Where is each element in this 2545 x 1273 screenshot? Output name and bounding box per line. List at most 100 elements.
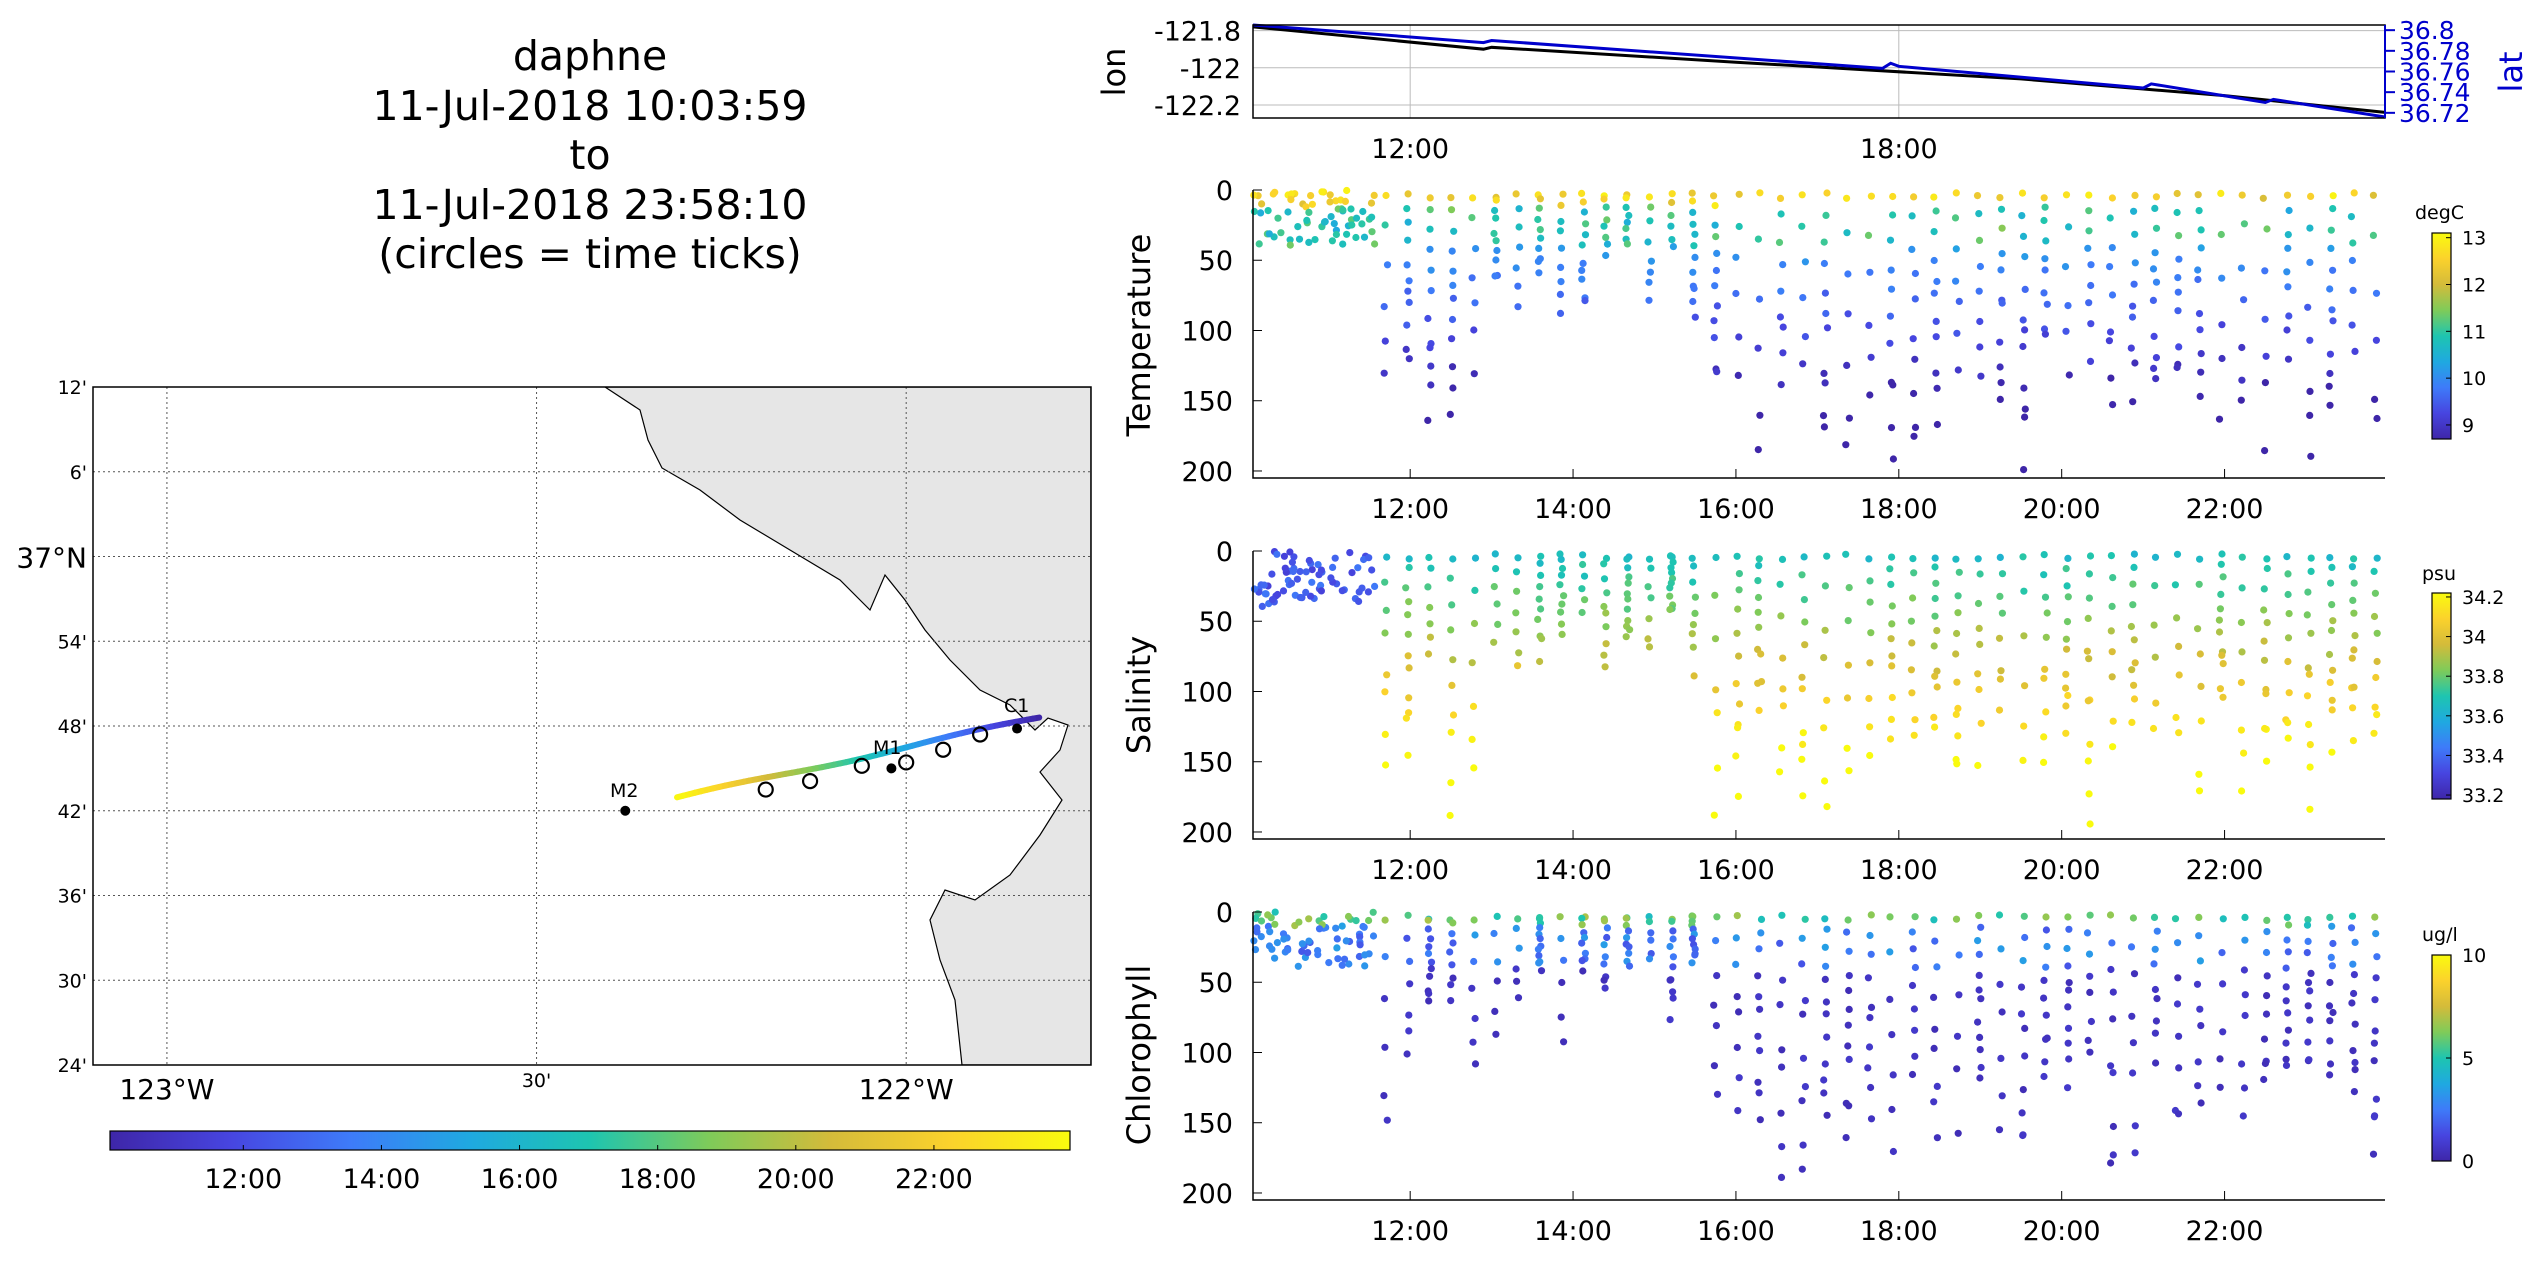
data-point — [2042, 926, 2050, 934]
time-tick-circle — [972, 726, 989, 743]
data-point — [1537, 234, 1545, 242]
data-point — [1975, 624, 1983, 633]
data-point — [2021, 285, 2029, 293]
data-point — [1426, 972, 1434, 980]
data-point — [1974, 670, 1982, 678]
data-point — [1449, 919, 1457, 927]
data-point — [1558, 630, 1566, 639]
data-point — [2217, 560, 2225, 568]
data-point — [1535, 952, 1543, 960]
x-tick-label: 22:00 — [2186, 1216, 2264, 1247]
data-point — [2041, 330, 2049, 338]
data-point — [2086, 740, 2094, 748]
data-point — [2129, 914, 2137, 922]
data-point — [2084, 757, 2092, 765]
data-point — [1757, 915, 1766, 924]
data-point — [1823, 803, 1831, 811]
data-point — [2041, 255, 2049, 263]
data-point — [1293, 575, 1301, 583]
data-point — [2061, 263, 2070, 271]
data-point — [1447, 779, 1455, 787]
x-tick-label: 16:00 — [1697, 494, 1775, 525]
data-point — [1910, 731, 1918, 739]
data-point — [1645, 296, 1653, 304]
data-point — [1757, 929, 1765, 937]
data-point — [1801, 1083, 1809, 1091]
data-point — [2285, 206, 2293, 215]
data-point — [1580, 572, 1589, 580]
data-point — [2219, 915, 2227, 923]
data-point — [2105, 337, 2113, 345]
data-point — [1536, 935, 1544, 943]
data-point — [2284, 657, 2292, 666]
data-point — [1798, 191, 1806, 199]
data-point — [1359, 922, 1367, 931]
data-point — [1995, 911, 2004, 919]
data-point — [2307, 629, 2315, 637]
data-point — [1327, 213, 1335, 221]
data-point — [1974, 761, 1982, 770]
data-point — [2197, 682, 2205, 691]
data-point — [1952, 245, 1960, 253]
data-point — [1843, 744, 1851, 752]
data-point — [2063, 582, 2071, 590]
data-point — [1954, 732, 1962, 740]
data-point — [1449, 939, 1457, 947]
colorbar-tick-label: 33.4 — [2462, 745, 2504, 767]
data-point — [2283, 326, 2291, 334]
data-point — [1955, 568, 1963, 576]
data-point — [2350, 683, 2358, 691]
data-point — [2062, 635, 2070, 643]
data-point — [1405, 1011, 1413, 1019]
data-point — [2329, 666, 2337, 674]
colorbar-tick-label: 34.2 — [2462, 587, 2504, 609]
data-point — [1911, 716, 1919, 724]
data-point — [2263, 928, 2271, 936]
data-point — [1644, 635, 1652, 643]
data-point — [2174, 274, 2182, 282]
data-point — [1426, 620, 1434, 628]
data-point — [1734, 1107, 1742, 1115]
data-point — [1494, 958, 1502, 966]
data-point — [1515, 649, 1523, 657]
data-point — [1515, 205, 1523, 213]
data-point — [1777, 1173, 1786, 1181]
data-point — [2306, 741, 2314, 749]
data-point — [2175, 642, 2183, 651]
data-point — [1973, 192, 1982, 200]
data-point — [2262, 948, 2271, 957]
data-point — [1470, 957, 1478, 966]
data-point — [2282, 997, 2290, 1005]
data-point — [1356, 941, 1364, 949]
data-point — [1713, 302, 1721, 310]
data-point — [1405, 298, 1413, 306]
data-point — [2129, 580, 2137, 588]
data-point — [1955, 297, 1963, 305]
data-point — [1733, 912, 1741, 920]
data-point — [1446, 410, 1454, 418]
data-point — [1930, 193, 1938, 201]
data-point — [1669, 953, 1677, 961]
data-point — [2349, 737, 2357, 745]
data-point — [2196, 957, 2204, 965]
data-point — [1403, 934, 1411, 942]
data-point — [2326, 978, 2334, 987]
data-point — [1800, 553, 1808, 561]
station-marker — [1012, 723, 1023, 734]
data-point — [1557, 608, 1565, 616]
data-point — [2109, 717, 2117, 725]
data-point — [1996, 338, 2004, 346]
data-point — [1302, 568, 1310, 576]
data-point — [1557, 263, 1565, 271]
data-point — [1710, 1001, 1718, 1009]
data-point — [1343, 186, 1351, 195]
data-point — [2304, 1002, 2312, 1010]
data-point — [2373, 629, 2381, 637]
data-point — [1305, 238, 1313, 246]
data-point — [2263, 564, 2271, 573]
data-point — [1930, 916, 1938, 924]
data-point — [2040, 194, 2048, 202]
data-point — [2150, 332, 2158, 340]
data-point — [1952, 189, 1960, 197]
y-tick-label: 100 — [1181, 316, 1233, 347]
